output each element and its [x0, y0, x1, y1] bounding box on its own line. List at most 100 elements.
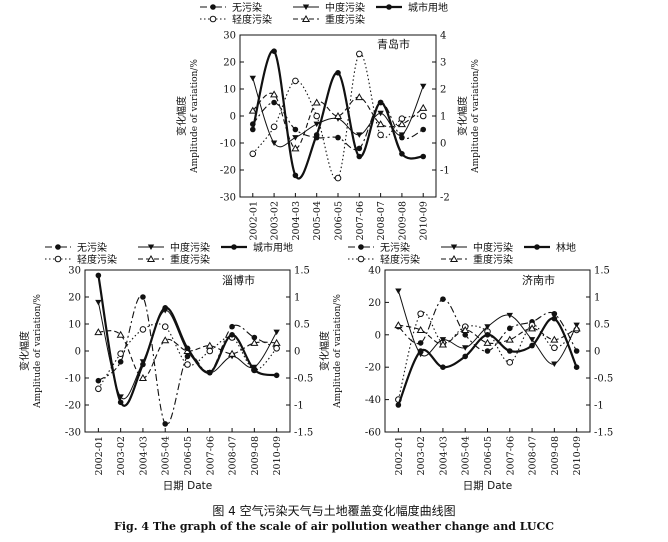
data-point	[506, 359, 514, 366]
y-right-tick-label: 0	[594, 347, 600, 358]
legend-label: 无污染	[232, 1, 262, 14]
data-point	[335, 70, 341, 76]
data-point	[250, 338, 259, 346]
series-2	[395, 288, 580, 367]
x-tick-label: 2009-08	[397, 201, 408, 240]
data-point	[292, 77, 299, 85]
data-point	[355, 93, 364, 101]
data-point	[529, 342, 535, 349]
data-point	[419, 103, 428, 111]
figure-caption-cn: 图 4 空气污染天气与土地覆盖变化幅度曲线图	[212, 504, 456, 518]
legend-label: 无污染	[380, 241, 410, 254]
x-tick-label: 2003-02	[416, 436, 427, 475]
data-point	[440, 296, 446, 302]
chart-title: 青岛市	[377, 37, 410, 51]
y-right-tick-label: -0.5	[294, 374, 313, 385]
y-left-tick-label: 10	[223, 85, 236, 96]
legend-marker	[534, 244, 540, 250]
data-point	[416, 325, 425, 333]
legend-marker	[301, 15, 311, 22]
x-tick-label: 2002-01	[94, 436, 105, 475]
data-point	[420, 126, 427, 133]
data-point	[506, 348, 513, 354]
y-left-tick-label: 0	[75, 347, 81, 358]
data-point	[395, 288, 402, 295]
y-right-tick-label: 0.5	[594, 320, 610, 331]
legend-marker	[302, 4, 310, 10]
y-left-tick-label: 20	[223, 58, 236, 69]
legend-marker	[210, 4, 216, 10]
x-tick-label: 2003-02	[116, 436, 127, 475]
legend-marker	[449, 255, 459, 262]
data-point	[140, 294, 146, 300]
data-point	[528, 337, 536, 343]
y-right-tick-label: 2	[440, 85, 446, 96]
data-point	[251, 334, 258, 341]
data-point	[506, 325, 513, 332]
y-left-label-cn: 变化幅度	[175, 96, 188, 136]
series-line	[251, 50, 424, 180]
x-tick-label: 2005-04	[461, 436, 472, 475]
data-point	[271, 99, 277, 106]
y-left-tick-label: 30	[223, 31, 236, 42]
x-tick-label: 2002-01	[248, 201, 259, 240]
y-left-label-cn: 变化幅度	[18, 331, 31, 371]
data-point	[273, 372, 280, 379]
data-point	[227, 349, 237, 357]
legend-label: 城市用地	[408, 1, 448, 14]
data-point	[572, 324, 581, 332]
data-point	[270, 140, 278, 146]
y-right-tick-label: -1.5	[294, 428, 313, 439]
series-4	[95, 272, 280, 407]
y-left-tick-label: -20	[65, 401, 81, 412]
x-axis-label: 日期 Date	[163, 480, 212, 492]
series-line	[398, 324, 577, 346]
data-point	[484, 348, 491, 354]
legend-label: 城市用地	[253, 241, 293, 254]
data-point	[273, 345, 280, 352]
data-point	[573, 364, 580, 371]
x-tick-label: 2007-06	[505, 436, 516, 475]
y-left-label-cn: 变化幅度	[318, 331, 331, 371]
legend-label: 轻度污染	[380, 253, 420, 266]
data-point	[550, 335, 559, 343]
data-point	[377, 110, 384, 117]
data-point	[116, 330, 125, 338]
data-point	[484, 332, 491, 338]
series-4	[395, 315, 580, 408]
series-1	[249, 50, 427, 182]
series-0	[395, 296, 580, 354]
data-point	[551, 344, 558, 352]
data-point	[506, 312, 513, 319]
y-left-tick-label: -30	[220, 193, 236, 204]
data-point	[419, 112, 427, 120]
data-point	[356, 145, 363, 152]
data-point	[270, 123, 278, 131]
y-right-tick-label: -1.5	[594, 428, 613, 439]
figure-caption-en: Fig. 4 The graph of the scale of air pol…	[114, 520, 554, 533]
data-point	[184, 353, 191, 360]
data-point	[527, 324, 537, 332]
data-point	[551, 315, 558, 322]
y-left-tick-label: 20	[368, 298, 381, 309]
y-left-tick-label: -20	[220, 166, 236, 177]
chart-1: -30 -20 -10 0 10 20 30 -1.5 -1 -0.5 0 0.5 1 1.5 2002-0…	[18, 241, 313, 492]
data-point	[206, 369, 213, 376]
data-point	[462, 345, 469, 351]
legend-label: 中度污染	[170, 241, 210, 254]
series-3	[248, 90, 428, 152]
y-right-tick-label: 3	[440, 58, 446, 69]
x-tick-label: 2002-01	[394, 436, 405, 475]
legend-marker	[357, 255, 365, 263]
data-point	[313, 112, 320, 120]
data-point	[398, 132, 406, 138]
y-left-tick-label: 0	[230, 112, 236, 123]
y-left-tick-label: -10	[65, 374, 81, 385]
data-point	[140, 361, 146, 368]
x-tick-label: 2009-08	[550, 436, 561, 475]
y-right-tick-label: 0.5	[294, 320, 310, 331]
series-line	[98, 295, 277, 426]
data-point	[273, 329, 280, 336]
